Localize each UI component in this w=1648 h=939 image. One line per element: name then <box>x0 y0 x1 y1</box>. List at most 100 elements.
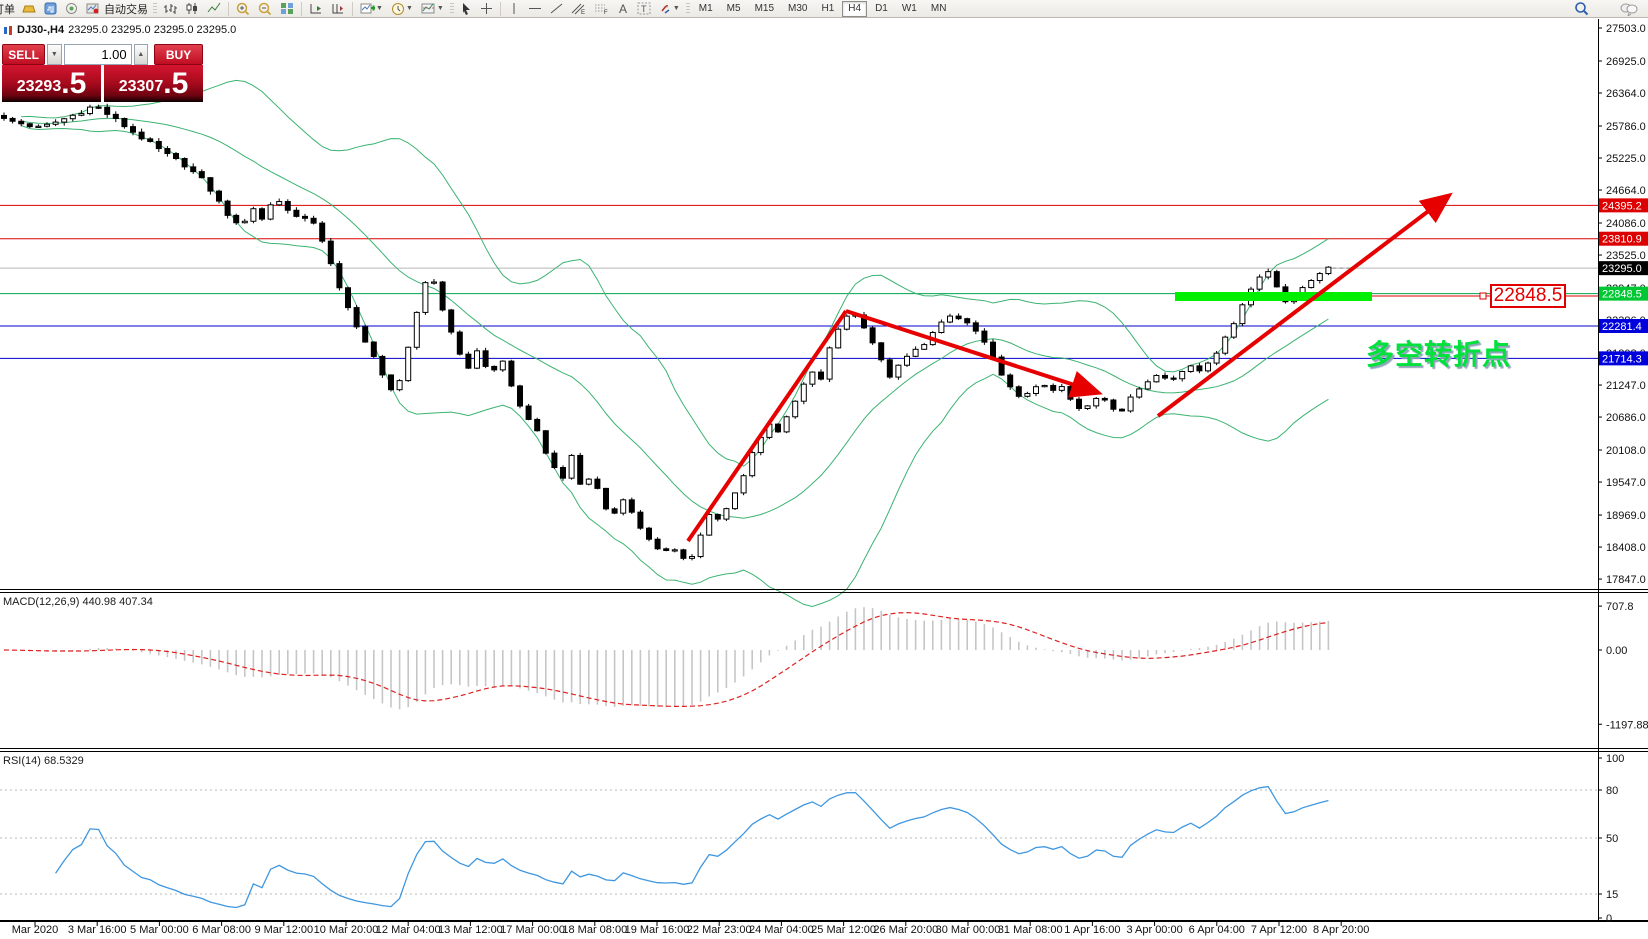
autotrade-label[interactable]: 自动交易 <box>104 3 148 16</box>
svg-text:T: T <box>641 4 647 14</box>
cursor-icon[interactable] <box>457 1 475 17</box>
chart-title: DJ30-,H4 23295.0 23295.0 23295.0 23295.0 <box>4 24 236 36</box>
periods-clock-icon[interactable]: ▼ <box>388 1 416 17</box>
buy-price-display[interactable]: 23307.5 <box>104 65 203 102</box>
macd-label: MACD(12,26,9) 440.98 407.34 <box>3 596 153 608</box>
svg-text:6 Mar 08:00: 6 Mar 08:00 <box>192 924 251 936</box>
svg-text:25786.0: 25786.0 <box>1606 121 1646 133</box>
text-tool-icon[interactable]: A <box>614 1 632 17</box>
svg-text:10 Mar 20:00: 10 Mar 20:00 <box>314 924 379 936</box>
new-order-button[interactable]: 订单 <box>0 3 15 16</box>
rsi-value: 68.5329 <box>43 755 84 767</box>
svg-text:22281.4: 22281.4 <box>1602 321 1642 333</box>
svg-text:25225.0: 25225.0 <box>1606 153 1646 165</box>
symbol-period-label: DJ30-,H4 <box>17 24 65 36</box>
svg-text:18408.0: 18408.0 <box>1606 542 1646 554</box>
svg-text:26 Mar 20:00: 26 Mar 20:00 <box>873 924 938 936</box>
date-axis: Mar 2020 3 Mar 16:00 5 Mar 00:00 6 Mar 08:0… <box>12 922 1369 936</box>
autotrade-icon[interactable] <box>83 1 102 17</box>
svg-text:27503.0: 27503.0 <box>1606 23 1646 35</box>
svg-text:12 Mar 04:00: 12 Mar 04:00 <box>376 924 441 936</box>
svg-text:31 Mar 08:00: 31 Mar 08:00 <box>998 924 1063 936</box>
timeframe-h4[interactable]: H4 <box>842 0 868 17</box>
svg-text:22 Mar 23:00: 22 Mar 23:00 <box>687 924 752 936</box>
one-click-trading-panel: SELL ▼ ▲ BUY 23293.5 23307.5 <box>2 44 203 102</box>
line-chart-type-icon[interactable] <box>204 1 224 17</box>
svg-text:19547.0: 19547.0 <box>1606 477 1646 489</box>
svg-text:0.00: 0.00 <box>1606 645 1627 657</box>
volume-decrease-button[interactable]: ▼ <box>47 44 62 65</box>
bar-chart-type-icon[interactable] <box>160 1 180 17</box>
buy-button[interactable]: BUY <box>154 44 203 65</box>
svg-text:20108.0: 20108.0 <box>1606 445 1646 457</box>
svg-text:3 Mar 16:00: 3 Mar 16:00 <box>68 924 127 936</box>
timeframe-m5[interactable]: M5 <box>726 3 741 14</box>
rsi-label: RSI(14) 68.5329 <box>3 755 84 767</box>
timeframe-d1[interactable]: D1 <box>875 3 888 14</box>
svg-text:24 Mar 04:00: 24 Mar 04:00 <box>749 924 814 936</box>
gold-icon[interactable] <box>19 1 39 17</box>
svg-text:A: A <box>619 2 627 15</box>
price-axis: 27503.0 26925.0 26364.0 25786.0 25225.0 24664… <box>1598 23 1648 925</box>
svg-text:21247.0: 21247.0 <box>1606 380 1646 392</box>
text-label-tool-icon[interactable]: T <box>634 1 654 17</box>
search-icon[interactable] <box>1571 1 1592 17</box>
svg-text:F: F <box>604 10 608 15</box>
buy-price-int: 23307 <box>118 78 164 95</box>
channel-tool-icon[interactable]: E <box>568 1 589 17</box>
timeframe-m1[interactable]: M1 <box>698 3 713 14</box>
svg-text:9 Mar 12:00: 9 Mar 12:00 <box>254 924 313 936</box>
price-annotation-box[interactable]: 22848.5 <box>1490 284 1566 308</box>
svg-text:0: 0 <box>1606 913 1612 925</box>
sell-button[interactable]: SELL <box>2 44 46 65</box>
svg-text:17 Mar 00:00: 17 Mar 00:00 <box>500 924 565 936</box>
candlestick-chart-type-icon[interactable] <box>182 1 202 17</box>
svg-text:25 Mar 12:00: 25 Mar 12:00 <box>811 924 876 936</box>
svg-text:26925.0: 26925.0 <box>1606 56 1646 68</box>
trendline-tool-icon[interactable] <box>547 1 566 17</box>
svg-text:22848.5: 22848.5 <box>1602 289 1642 301</box>
svg-text:50: 50 <box>1606 833 1618 845</box>
crosshair-icon[interactable] <box>477 1 496 17</box>
svg-text:19 Mar 16:00: 19 Mar 16:00 <box>625 924 690 936</box>
horizontal-line-tool-icon[interactable] <box>525 1 545 17</box>
timeframe-h1[interactable]: H1 <box>821 3 835 14</box>
volume-input[interactable] <box>63 44 132 65</box>
vertical-line-tool-icon[interactable] <box>505 1 523 17</box>
volume-increase-button[interactable]: ▲ <box>133 44 149 65</box>
timeframe-mn[interactable]: MN <box>930 3 947 14</box>
auto-scroll-icon[interactable] <box>306 1 326 17</box>
arrows-tool-icon[interactable]: ▼ <box>656 1 683 17</box>
svg-text:1 Apr 16:00: 1 Apr 16:00 <box>1064 924 1120 936</box>
timeframe-m15[interactable]: M15 <box>754 3 775 14</box>
add-indicator-icon[interactable]: ▼ <box>357 1 386 17</box>
market-report-icon[interactable] <box>41 1 60 17</box>
svg-text:13 Mar 12:00: 13 Mar 12:00 <box>438 924 503 936</box>
zoom-in-icon[interactable] <box>233 1 253 17</box>
timeframe-w1[interactable]: W1 <box>901 3 917 14</box>
sell-price-frac: .5 <box>61 67 87 100</box>
zoom-out-icon[interactable] <box>255 1 275 17</box>
news-broadcast-icon[interactable] <box>62 1 81 17</box>
svg-text:7 Apr 12:00: 7 Apr 12:00 <box>1251 924 1307 936</box>
fibonacci-tool-icon[interactable]: F <box>591 1 612 17</box>
chart-shift-icon[interactable] <box>328 1 348 17</box>
svg-text:24086.0: 24086.0 <box>1606 218 1646 230</box>
svg-text:-1197.88: -1197.88 <box>1606 719 1648 731</box>
svg-text:80: 80 <box>1606 785 1618 797</box>
tile-windows-icon[interactable] <box>277 1 297 17</box>
timeframe-m30[interactable]: M30 <box>788 3 808 14</box>
svg-text:26364.0: 26364.0 <box>1606 88 1646 100</box>
svg-text:21714.3: 21714.3 <box>1602 353 1642 365</box>
turning-point-text: 多空转折点 <box>1366 339 1512 370</box>
chat-icon[interactable] <box>1617 1 1641 17</box>
svg-text:23810.9: 23810.9 <box>1602 234 1642 246</box>
svg-text:24664.0: 24664.0 <box>1606 185 1646 197</box>
sell-price-int: 23293 <box>16 78 62 95</box>
sell-price-display[interactable]: 23293.5 <box>2 65 101 102</box>
svg-text:18 Mar 08:00: 18 Mar 08:00 <box>562 924 627 936</box>
svg-text:E: E <box>581 10 585 15</box>
templates-icon[interactable]: ▼ <box>418 1 447 17</box>
